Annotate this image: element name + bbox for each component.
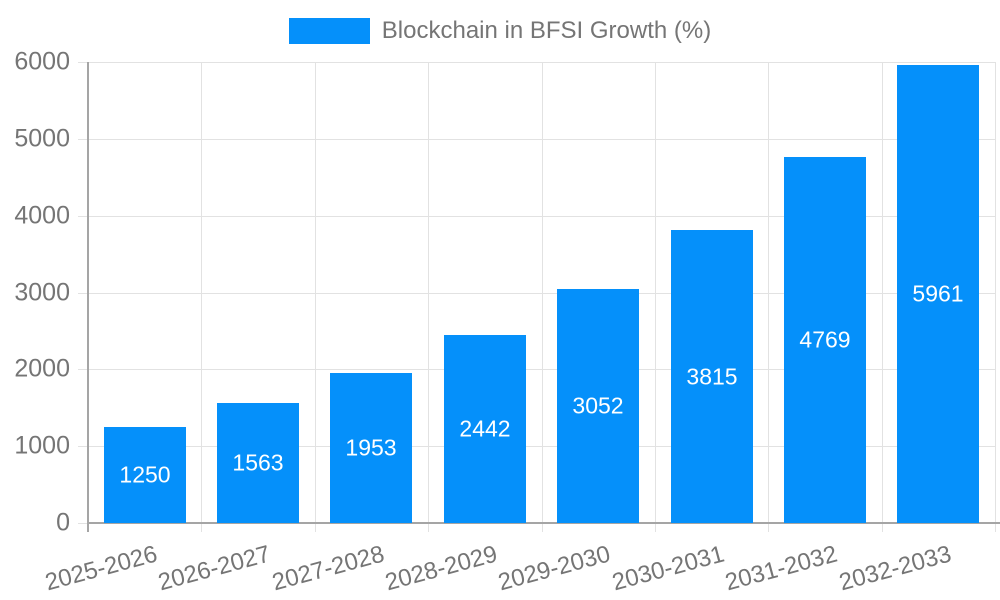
y-axis-label: 6000 — [14, 47, 70, 76]
legend-label: Blockchain in BFSI Growth (%) — [381, 17, 712, 44]
x-gridline — [882, 62, 883, 532]
y-axis-label: 1000 — [14, 431, 70, 460]
y-gridline — [78, 446, 995, 447]
legend-swatch-icon — [288, 18, 370, 44]
y-gridline — [78, 139, 995, 140]
x-axis-line — [88, 522, 1000, 524]
bar-value-label: 1250 — [119, 461, 171, 488]
x-axis-label: 2026-2027 — [155, 540, 274, 597]
bar[interactable] — [217, 403, 299, 523]
bar-value-label: 1953 — [345, 434, 397, 461]
y-gridline — [78, 369, 995, 370]
bar[interactable] — [784, 157, 866, 523]
x-gridline — [768, 62, 769, 532]
x-gridline — [201, 62, 202, 532]
y-axis-label: 3000 — [14, 278, 70, 307]
x-axis-label: 2030-2031 — [609, 540, 727, 597]
y-gridline — [78, 293, 995, 294]
bar-value-label: 3815 — [686, 363, 738, 390]
bar-value-label: 4769 — [799, 326, 851, 353]
x-axis-label: 2032-2033 — [835, 540, 954, 597]
bar[interactable] — [330, 373, 412, 523]
y-axis-label: 2000 — [14, 354, 70, 383]
bar-value-label: 5961 — [912, 280, 964, 307]
bar[interactable] — [897, 65, 979, 523]
bar[interactable] — [557, 289, 639, 523]
bar-value-label: 1563 — [232, 449, 284, 476]
y-axis-line — [87, 62, 89, 532]
x-gridline — [542, 62, 543, 532]
y-axis-label: 5000 — [14, 124, 70, 153]
bar[interactable] — [671, 230, 753, 523]
y-axis-label: 0 — [56, 508, 70, 537]
x-axis-label: 2028-2029 — [382, 540, 501, 597]
x-gridline — [655, 62, 656, 532]
y-axis-label: 4000 — [14, 201, 70, 230]
x-gridline — [428, 62, 429, 532]
bar-value-label: 3052 — [572, 392, 624, 419]
x-axis-label: 2025-2026 — [42, 540, 161, 597]
y-gridline — [78, 216, 995, 217]
chart-legend[interactable]: Blockchain in BFSI Growth (%) — [0, 18, 1000, 44]
x-gridline — [315, 62, 316, 532]
y-gridline — [78, 62, 995, 63]
bar[interactable] — [444, 335, 526, 523]
x-gridline — [995, 62, 996, 532]
x-axis-label: 2029-2030 — [495, 540, 614, 597]
bar-value-label: 2442 — [459, 415, 511, 442]
x-axis-label: 2031-2032 — [722, 540, 841, 597]
bar[interactable] — [104, 427, 186, 523]
x-axis-label: 2027-2028 — [268, 540, 387, 597]
